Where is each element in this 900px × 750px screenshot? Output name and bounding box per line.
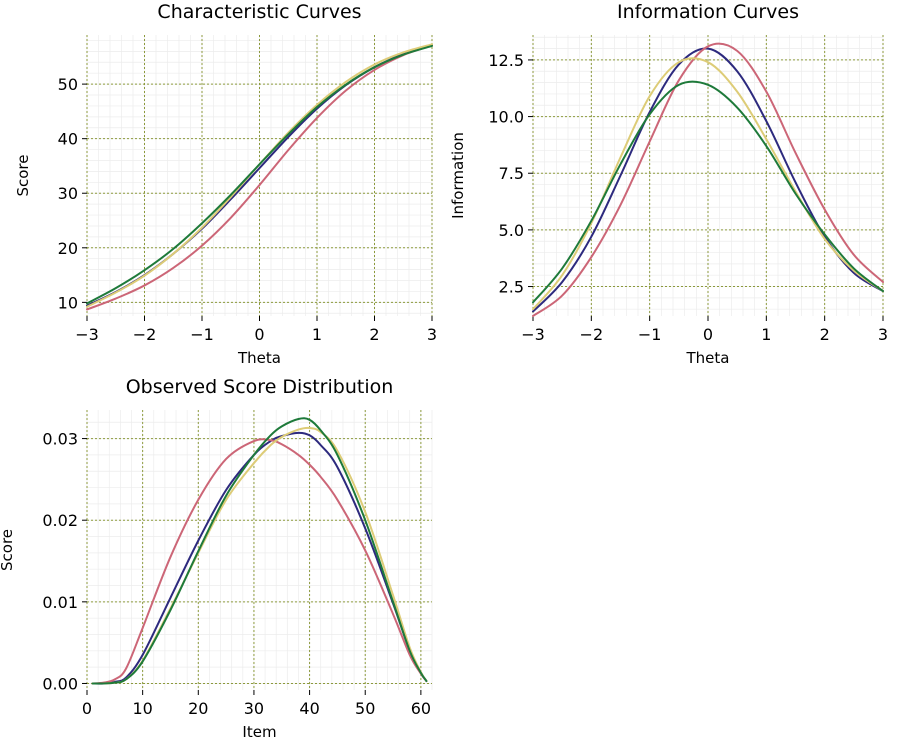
information-series-line-2 — [532, 42, 884, 317]
x-tick-label: 30 — [244, 699, 264, 718]
y-tick-label: 10.0 — [488, 108, 524, 127]
characteristic-title: Characteristic Curves — [157, 1, 361, 23]
x-tick-label: 20 — [188, 699, 208, 718]
y-tick-label: 40 — [58, 130, 78, 149]
x-tick-label: 0 — [703, 325, 713, 344]
characteristic-series-line-2 — [86, 44, 433, 311]
x-tick-label: −1 — [190, 325, 214, 344]
information-major-grid — [532, 35, 884, 316]
y-tick-label: 7.5 — [499, 164, 524, 183]
characteristic-chart: −3 −2 −1 0 1 2 3 10 20 30 40 50 Characteristic Curve… — [14, 1, 437, 367]
information-chart: −3 −2 −1 0 1 2 3 2.5 5.0 7.5 10.0 12.5 Information C… — [449, 1, 888, 367]
information-series-line-1 — [532, 47, 884, 313]
characteristic-x-axis-label: Theta — [237, 349, 281, 367]
x-tick-label: 10 — [132, 699, 152, 718]
observed-minor-grid — [86, 410, 433, 690]
x-tick-label: 0 — [254, 325, 264, 344]
observed-title: Observed Score Distribution — [126, 376, 394, 398]
characteristic-series — [86, 43, 433, 311]
y-tick-label: 12.5 — [488, 51, 524, 70]
information-x-axis-label: Theta — [686, 349, 730, 367]
y-tick-label: 0.02 — [42, 511, 78, 530]
x-tick-label: 40 — [299, 699, 319, 718]
observed-y-axis-label: Score — [0, 529, 16, 571]
x-tick-label: 3 — [427, 325, 437, 344]
x-tick-label: −3 — [75, 325, 99, 344]
y-tick-label: 10 — [58, 293, 78, 312]
observed-x-axis-label: Item — [242, 723, 276, 741]
observed-chart: 0 10 20 30 40 50 60 0.00 0.01 0.02 0.03 Observed Sc… — [0, 376, 433, 741]
information-series-line-3 — [532, 57, 884, 311]
x-tick-label: 3 — [878, 325, 888, 344]
y-tick-label: 50 — [58, 75, 78, 94]
x-tick-label: 50 — [355, 699, 375, 718]
x-tick-label: −2 — [133, 325, 157, 344]
y-tick-label: 5.0 — [499, 221, 524, 240]
x-tick-label: 2 — [820, 325, 830, 344]
y-tick-label: 0.00 — [42, 674, 78, 693]
y-tick-label: 20 — [58, 239, 78, 258]
observed-series — [91, 417, 428, 685]
y-tick-label: 2.5 — [499, 278, 524, 297]
observed-major-grid — [86, 410, 432, 690]
information-series-line-4 — [532, 80, 884, 304]
information-y-axis-label: Information — [449, 132, 467, 219]
characteristic-y-axis-label: Score — [14, 154, 32, 196]
x-tick-label: −3 — [521, 325, 545, 344]
x-tick-label: 2 — [369, 325, 379, 344]
information-title: Information Curves — [617, 1, 799, 23]
observed-series-line-4 — [91, 417, 428, 685]
x-tick-label: 0 — [82, 699, 92, 718]
y-tick-label: 0.03 — [42, 430, 78, 449]
x-tick-label: −1 — [638, 325, 662, 344]
x-tick-label: 1 — [312, 325, 322, 344]
characteristic-series-line-4 — [86, 44, 433, 305]
x-tick-label: 1 — [761, 325, 771, 344]
characteristic-major-grid — [86, 35, 433, 316]
y-tick-label: 30 — [58, 184, 78, 203]
y-tick-label: 0.01 — [42, 593, 78, 612]
x-tick-label: −2 — [580, 325, 604, 344]
information-series — [532, 42, 884, 317]
x-tick-label: 60 — [411, 699, 431, 718]
